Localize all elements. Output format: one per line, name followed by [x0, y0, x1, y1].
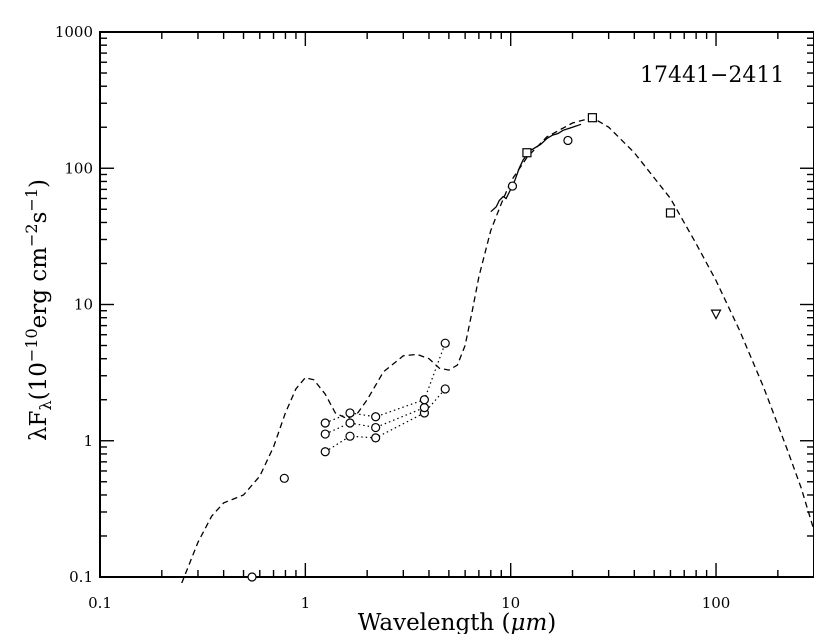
y-axis-title-exp2: −2: [22, 223, 41, 247]
model-curve: [181, 117, 814, 583]
photometry-square: [665, 208, 676, 218]
axis-ticks: [99, 31, 814, 578]
x-tick-label: 1: [301, 594, 311, 612]
x-tick-label: 0.1: [88, 594, 112, 612]
upper-limit-triangle: [710, 309, 722, 320]
y-axis-title-s: s: [26, 212, 52, 224]
photometry-circle: [320, 418, 330, 428]
plot-layer: [181, 113, 814, 583]
plot-area: [181, 113, 814, 583]
photometry-circle: [440, 384, 450, 394]
y-axis-title-F: F: [26, 410, 52, 426]
epoch-dotted-line: [324, 407, 425, 435]
plot-frame: [99, 31, 814, 578]
photometry-square: [522, 148, 532, 158]
y-axis-title-exp1: −10: [22, 328, 41, 362]
y-tick-label: 10: [74, 296, 93, 314]
photometry-circle: [440, 338, 450, 348]
photometry-circle: [371, 433, 381, 443]
x-tick-label: 100: [702, 594, 731, 612]
y-axis-title-exp3: −1: [22, 188, 41, 212]
y-axis-title-close: ): [26, 179, 52, 188]
y-tick-label: 1: [83, 432, 93, 450]
photometry-circle: [371, 422, 381, 433]
x-tick-label: 10: [501, 594, 520, 612]
photometry-circle: [419, 403, 429, 413]
y-tick-labels: 0.1 1 10 100 1000: [55, 23, 93, 586]
x-axis-title-close: ): [547, 610, 556, 634]
x-tick-labels: 0.1 1 10 100: [88, 594, 730, 612]
x-axis-title-main: Wavelength (: [358, 610, 511, 634]
photometry-circle: [507, 181, 518, 191]
y-axis-title-lambda: λ: [26, 426, 52, 441]
y-axis-title-sub: λ: [36, 400, 55, 410]
photometry-square: [587, 113, 597, 123]
x-axis-title-unit: μm: [511, 610, 548, 634]
photometry-circle: [320, 429, 330, 439]
y-tick-label: 100: [64, 159, 93, 177]
photometry-circle: [279, 473, 289, 483]
photometry-circle: [247, 572, 257, 582]
object-label: 17441−2411: [640, 63, 784, 88]
photometry-circle: [563, 135, 573, 146]
photometry-circle: [345, 431, 355, 441]
x-axis-title: Wavelength (μm): [358, 610, 557, 634]
photometry-circle: [320, 447, 330, 457]
photometry-circle: [345, 408, 355, 418]
photometry-circle: [371, 412, 381, 422]
y-tick-label: 1000: [55, 23, 93, 41]
y-tick-label: 0.1: [69, 568, 93, 586]
photometry-circle: [419, 395, 429, 405]
y-axis-title-units: erg cm: [26, 247, 52, 329]
photometry-circle: [345, 418, 355, 428]
y-axis-title: λFλ(10−10erg cm−2s−1): [22, 179, 55, 441]
y-axis-title-open: (10: [26, 362, 52, 400]
